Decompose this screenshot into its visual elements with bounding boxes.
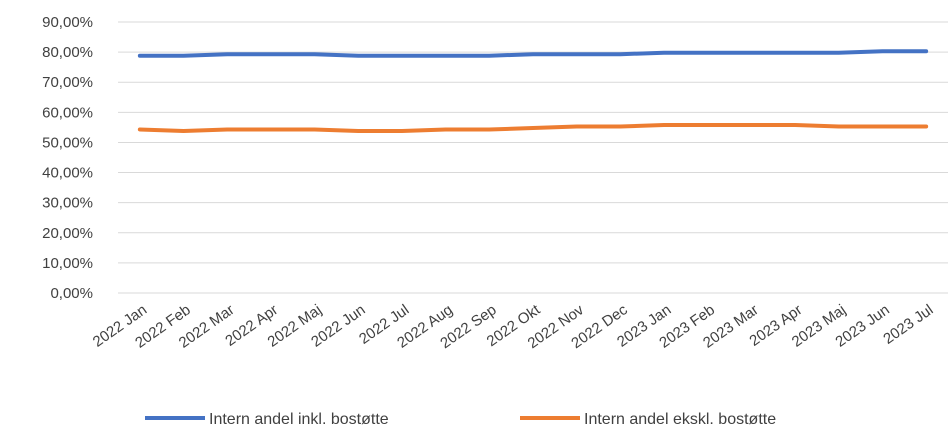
legend-label-series-1: Intern andel inkl. bostøtte: [209, 411, 389, 428]
x-tick-label: 2023 Jul: [880, 301, 936, 347]
y-tick-label: 40,00%: [42, 165, 93, 182]
y-tick-label: 90,00%: [42, 14, 93, 31]
series-line-1: [137, 49, 929, 58]
y-axis-ticks: 0,00% 10,00% 20,00% 30,00% 40,00% 50,00% 60,00…: [42, 14, 93, 302]
series-lines: [137, 49, 929, 134]
y-tick-label: 60,00%: [42, 104, 93, 121]
y-tick-label: 50,00%: [42, 134, 93, 151]
y-tick-label: 30,00%: [42, 195, 93, 212]
y-tick-label: 80,00%: [42, 44, 93, 61]
y-tick-label: 0,00%: [50, 285, 93, 302]
legend-label-series-2: Intern andel ekskl. bostøtte: [584, 411, 776, 428]
y-tick-label: 20,00%: [42, 225, 93, 242]
y-tick-label: 10,00%: [42, 255, 93, 272]
gridlines: [118, 21, 948, 294]
y-tick-label: 70,00%: [42, 74, 93, 91]
legend: Intern andel inkl. bostøtte Intern andel…: [145, 411, 776, 428]
series-line-2: [137, 122, 929, 134]
